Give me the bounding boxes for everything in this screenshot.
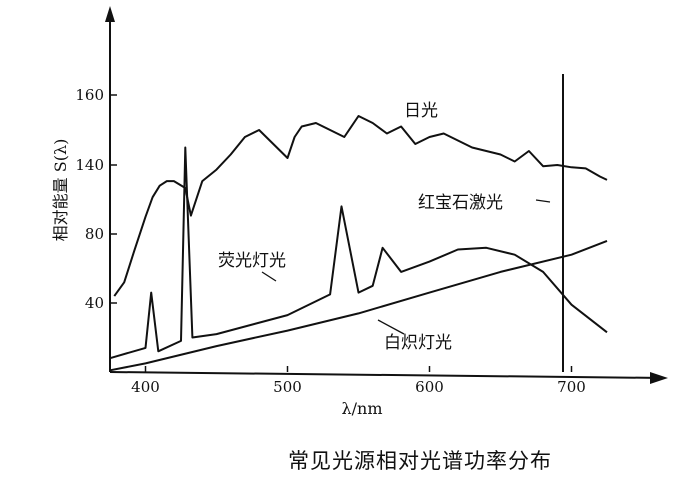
y-tick-label: 140 — [75, 156, 104, 174]
y-tick-label: 160 — [75, 86, 104, 104]
x-axis-title: λ/nm — [341, 399, 382, 418]
leader-fluorescent — [261, 271, 277, 282]
series-label-ruby-laser: 红宝石激光 — [418, 193, 503, 213]
x-tick-label: 700 — [557, 378, 586, 396]
series-fluorescent — [109, 146, 608, 360]
axis-ticks: 400 500 600 700 40 80 140 160 — [75, 86, 585, 396]
y-axis-arrow — [105, 6, 115, 22]
x-axis — [109, 371, 665, 379]
leader-ruby-laser — [535, 199, 551, 203]
x-axis-arrow — [650, 372, 668, 384]
leader-incandescent — [377, 319, 405, 335]
series-label-fluorescent: 荧光灯光 — [218, 251, 286, 271]
y-axis-title: 相对能量 S(λ) — [51, 139, 70, 242]
y-tick-label: 80 — [85, 225, 104, 243]
series-label-incandescent: 白炽灯光 — [384, 333, 452, 353]
series-daylight — [113, 115, 608, 297]
y-tick-label: 40 — [85, 294, 104, 312]
series-layer — [109, 74, 608, 372]
series-label-daylight: 日光 — [404, 101, 438, 121]
series-incandescent — [109, 239, 608, 372]
figure-caption: 常见光源相对光谱功率分布 — [288, 449, 552, 473]
x-tick-label: 500 — [273, 378, 302, 396]
x-tick-label: 600 — [415, 378, 444, 396]
x-tick-label: 400 — [131, 378, 160, 396]
